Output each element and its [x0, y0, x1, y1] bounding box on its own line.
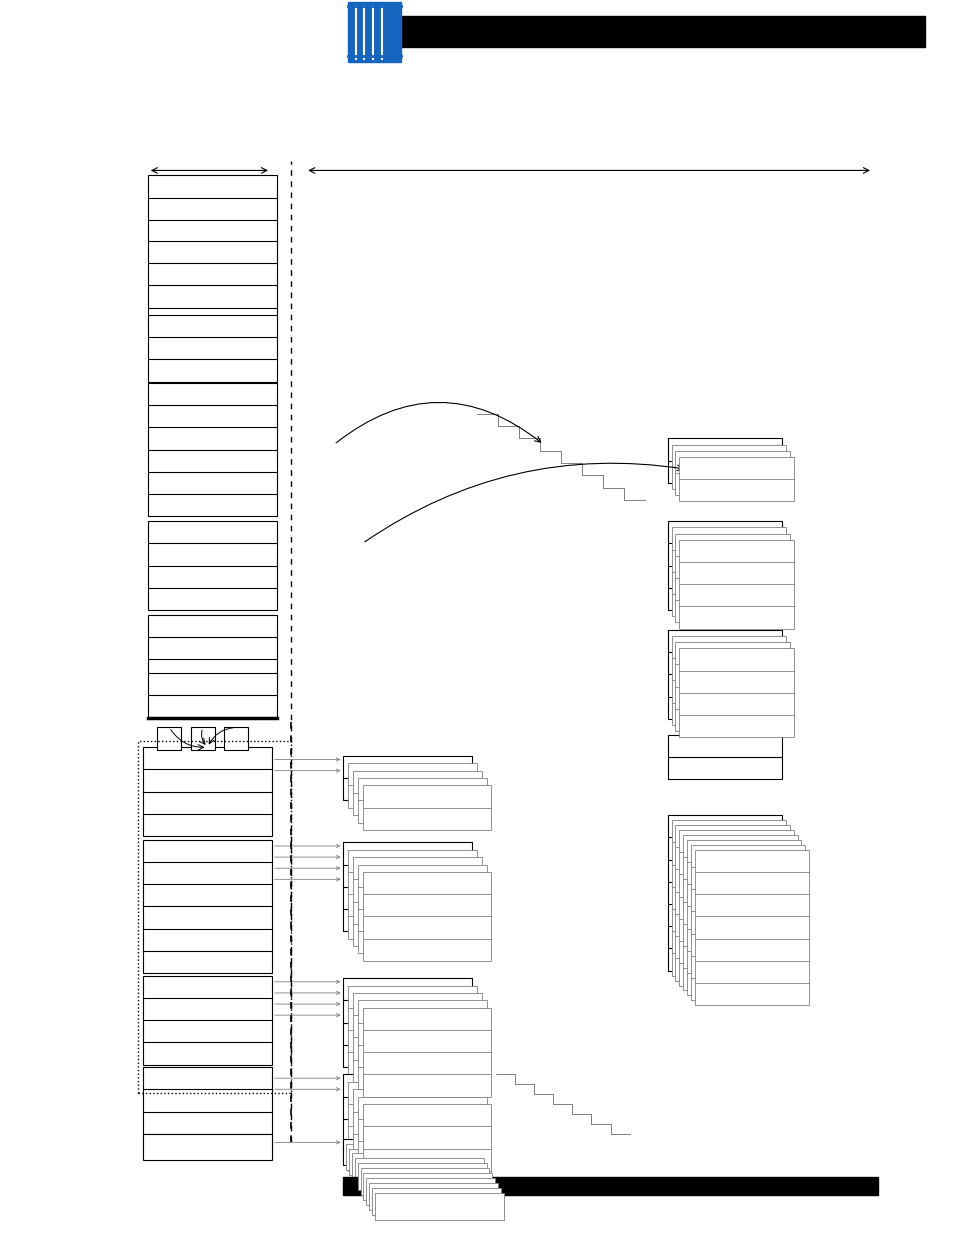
Bar: [671, 527, 785, 616]
Bar: [343, 978, 472, 1067]
Bar: [143, 840, 272, 973]
Bar: [148, 315, 276, 382]
Bar: [671, 445, 785, 489]
Bar: [366, 1178, 495, 1205]
Bar: [343, 842, 472, 931]
Bar: [675, 642, 789, 731]
Bar: [343, 842, 472, 931]
Bar: [369, 1183, 497, 1210]
Bar: [343, 978, 472, 1067]
Bar: [191, 727, 214, 750]
Bar: [348, 2, 400, 62]
Bar: [148, 383, 276, 516]
Bar: [679, 457, 793, 501]
Bar: [348, 763, 476, 808]
Bar: [143, 1134, 272, 1161]
Bar: [353, 771, 481, 815]
Bar: [357, 1163, 486, 1191]
Bar: [667, 630, 781, 719]
Bar: [343, 1074, 472, 1163]
Bar: [143, 976, 272, 1065]
Bar: [363, 1173, 492, 1200]
Bar: [157, 727, 181, 750]
Bar: [360, 1168, 489, 1195]
Bar: [148, 241, 276, 330]
Bar: [686, 840, 801, 995]
Bar: [348, 1082, 476, 1171]
Bar: [667, 735, 781, 779]
Bar: [667, 815, 781, 971]
Bar: [349, 1149, 477, 1176]
Bar: [667, 815, 781, 971]
Bar: [343, 1177, 877, 1195]
Bar: [667, 438, 781, 483]
Bar: [694, 850, 808, 1005]
Bar: [143, 747, 272, 836]
Bar: [362, 785, 491, 830]
Bar: [671, 636, 785, 725]
Bar: [148, 521, 276, 610]
Bar: [362, 1008, 491, 1097]
Bar: [362, 872, 491, 961]
Bar: [138, 741, 291, 1093]
Bar: [679, 830, 793, 986]
Bar: [667, 521, 781, 610]
Bar: [362, 1104, 491, 1193]
Bar: [679, 648, 793, 737]
Bar: [667, 438, 781, 483]
Bar: [690, 845, 804, 1000]
Bar: [671, 820, 785, 976]
Bar: [143, 1067, 272, 1156]
Bar: [375, 1193, 503, 1220]
Bar: [343, 1139, 472, 1166]
Bar: [343, 1139, 472, 1166]
Bar: [148, 615, 276, 682]
Bar: [343, 756, 472, 800]
Bar: [400, 16, 924, 47]
Bar: [148, 673, 276, 718]
Bar: [352, 1153, 480, 1181]
Bar: [675, 825, 789, 981]
Bar: [148, 175, 276, 242]
Bar: [675, 534, 789, 622]
Bar: [343, 756, 472, 800]
Bar: [355, 1158, 483, 1186]
Bar: [357, 1000, 486, 1089]
Bar: [682, 835, 797, 990]
Bar: [353, 857, 481, 946]
Bar: [343, 1074, 472, 1163]
Bar: [675, 451, 789, 495]
Bar: [372, 1188, 500, 1215]
Bar: [357, 1097, 486, 1186]
Bar: [348, 986, 476, 1074]
Bar: [357, 864, 486, 953]
Bar: [357, 778, 486, 823]
Bar: [353, 1089, 481, 1178]
Bar: [353, 993, 481, 1082]
Bar: [224, 727, 248, 750]
Bar: [667, 521, 781, 610]
Bar: [346, 1144, 475, 1171]
Bar: [679, 540, 793, 629]
Bar: [348, 850, 476, 939]
Bar: [667, 630, 781, 719]
